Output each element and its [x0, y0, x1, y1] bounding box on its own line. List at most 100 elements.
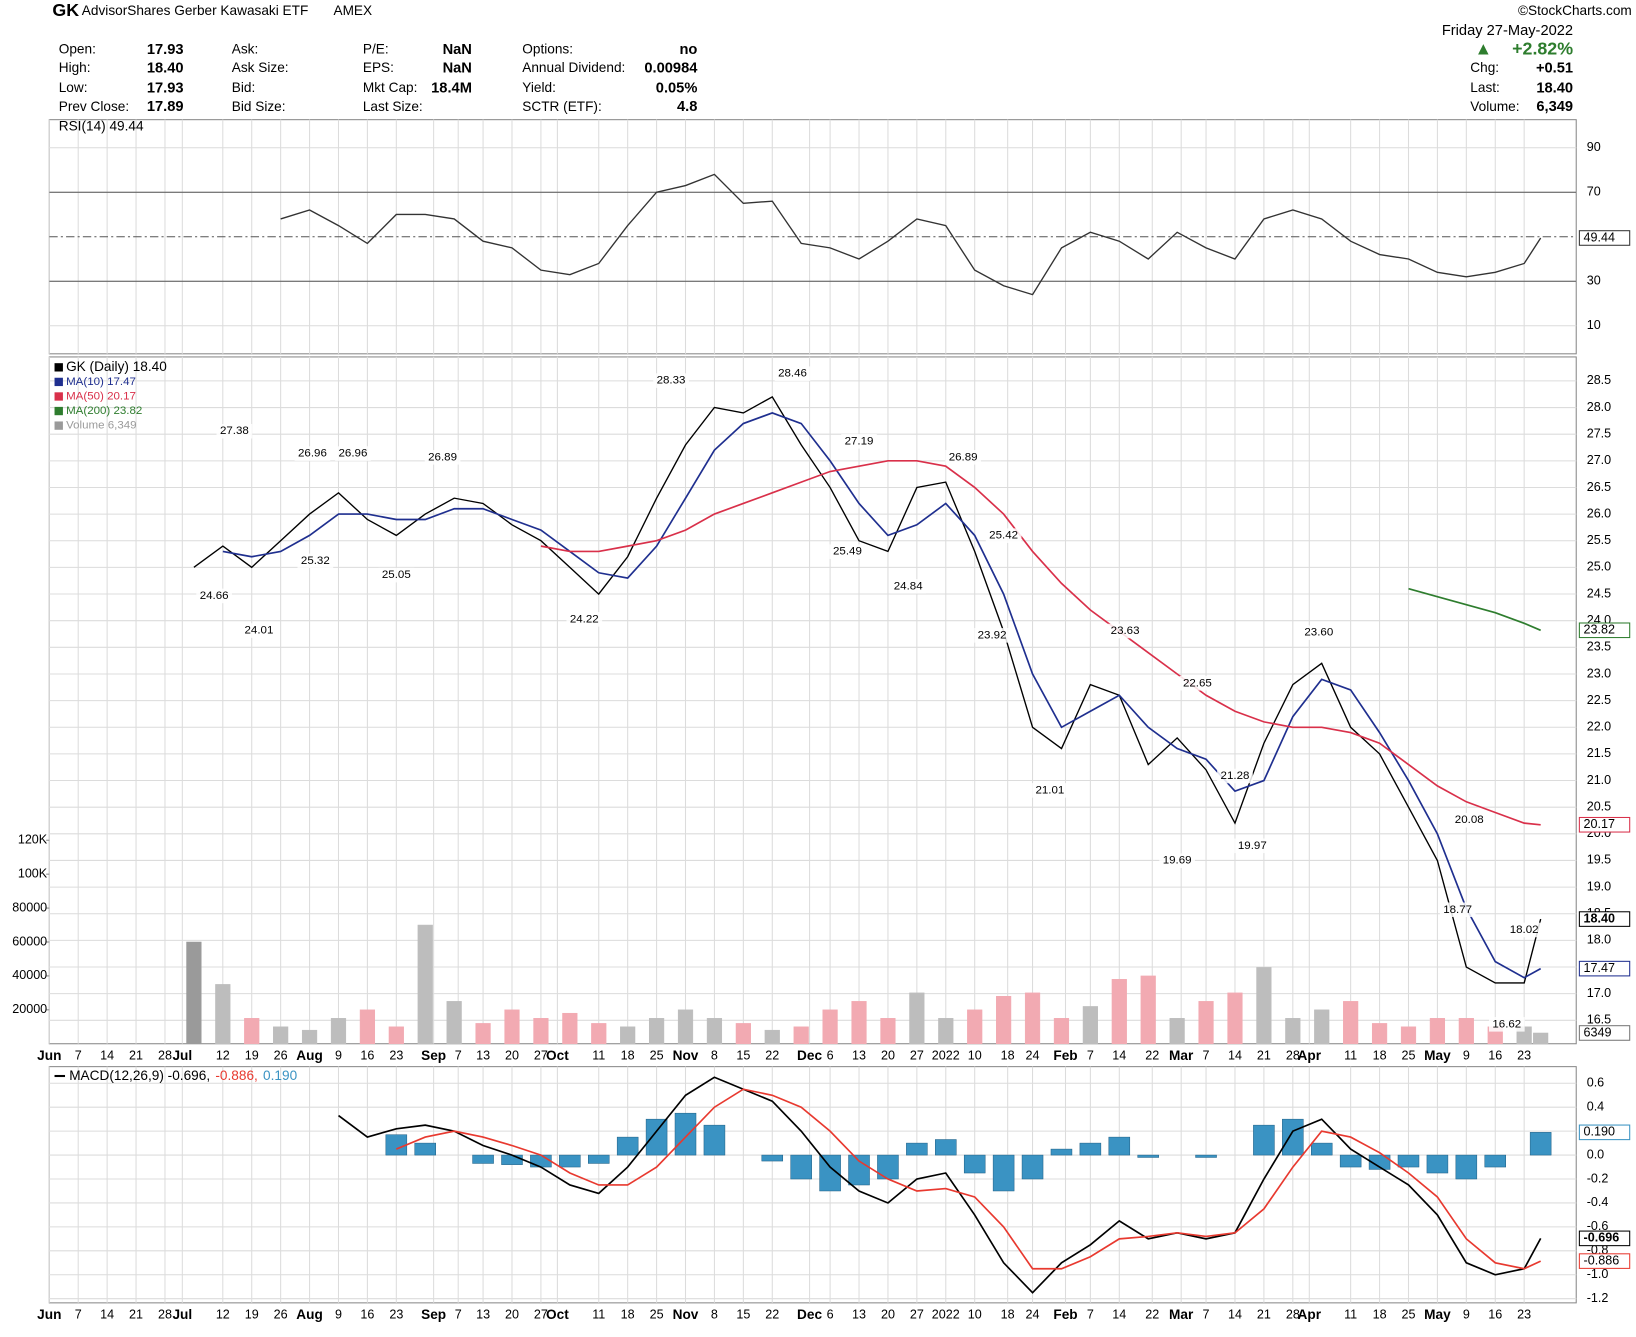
x-tick-label: 23 [389, 1049, 403, 1063]
x-tick-label: 27 [910, 1049, 924, 1063]
histogram-bar [1339, 1154, 1362, 1168]
y-tick-label: 21.5 [1587, 746, 1611, 760]
histogram-bar [848, 1154, 870, 1186]
x-tick-label: Apr [1298, 1307, 1322, 1322]
field-value: 18.4M [431, 80, 472, 96]
annotation-box [241, 623, 277, 638]
annotation: 21.01 [1035, 784, 1064, 796]
x-tick-label: 19 [245, 1049, 259, 1063]
annotation: 25.05 [382, 569, 411, 581]
field-label: P/E: [363, 42, 389, 57]
x-tick-label: 11 [1344, 1308, 1357, 1322]
legend-swatch [54, 392, 63, 401]
histogram-bar [674, 1112, 697, 1156]
volume-bar [244, 1018, 260, 1045]
x-tick-label: 7 [1203, 1308, 1210, 1322]
annotation: 26.89 [428, 451, 457, 463]
x-tick-label: 7 [1087, 1049, 1094, 1063]
histogram-bar [472, 1154, 494, 1164]
x-tick-label: 18 [1373, 1308, 1387, 1322]
y2-tick-label: 120K [18, 833, 48, 847]
x-tick-label: 20 [881, 1049, 895, 1063]
annotation-box [1488, 1017, 1525, 1032]
x-tick-label: 27 [910, 1308, 924, 1322]
volume-bar [591, 1023, 607, 1045]
volume-bar [215, 984, 231, 1045]
legend: MACD(12,26,9) -0.696, -0.886, 0.190 [69, 1068, 297, 1083]
volume-bar [880, 1018, 896, 1045]
legend-swatch [54, 421, 63, 430]
annotation-box [1301, 625, 1337, 640]
volume-bar [388, 1026, 404, 1045]
annotation: 18.02 [1510, 924, 1539, 936]
x-tick-label: 11 [592, 1049, 605, 1063]
y2-tick-label: 60000 [12, 934, 47, 948]
field-label: Bid: [232, 80, 255, 95]
y-tick-label: 27.5 [1587, 427, 1611, 441]
y-tick-label: 23.5 [1587, 640, 1611, 654]
y2-tick-label: 20000 [12, 1002, 47, 1016]
x-tick-label: 28 [1286, 1308, 1300, 1322]
volume-bar [1227, 992, 1243, 1045]
value-tag-label: 0.190 [1584, 1125, 1615, 1139]
x-tick-label: Aug [296, 1307, 323, 1322]
histogram-bar [1021, 1154, 1044, 1180]
value-tag [1578, 1124, 1631, 1141]
x-tick-label: Aug [296, 1048, 323, 1063]
series-line [222, 412, 1542, 979]
x-tick-label: May [1424, 1048, 1451, 1063]
y-tick-label: 90 [1587, 140, 1601, 154]
y-tick-label: 23.0 [1587, 666, 1611, 680]
x-tick-label: 18 [1001, 1308, 1015, 1322]
field-value: 18.40 [1536, 80, 1573, 96]
field-label: Ask Size: [232, 60, 289, 75]
x-tick-label: Mar [1169, 1048, 1194, 1063]
annotation: 25.32 [301, 555, 330, 567]
histogram-bar [414, 1142, 436, 1156]
field-label: Open: [59, 42, 96, 57]
y-tick-label: 0.4 [1587, 1100, 1605, 1114]
x-tick-label: Sep [421, 1048, 446, 1063]
annotation: 23.60 [1304, 627, 1333, 639]
y-tick-label: 28.5 [1587, 373, 1611, 387]
histogram-bar [1310, 1142, 1333, 1156]
x-tick-label: 23 [1517, 1308, 1531, 1322]
x-tick-label: 26 [274, 1049, 288, 1063]
histogram-bar [588, 1154, 610, 1164]
volume-bar [967, 1009, 983, 1045]
y-tick-label: 25.0 [1587, 560, 1611, 574]
annotation-box [1032, 783, 1068, 798]
x-tick-label: 27 [534, 1308, 548, 1322]
y-tick-label: 19.5 [1587, 853, 1611, 867]
field-value: 17.93 [147, 42, 184, 58]
y-tick-label: -1.2 [1587, 1291, 1609, 1305]
value-tag-label: -0.696 [1584, 1231, 1620, 1245]
field-label: Last Size: [363, 99, 423, 114]
y-tick-label: -0.4 [1587, 1195, 1609, 1209]
x-tick-label: 7 [75, 1308, 82, 1322]
histogram-bar [906, 1142, 928, 1156]
volume-bar [330, 1018, 347, 1045]
legend-label: GK (Daily) 18.40 [66, 359, 167, 374]
y-tick-label: 20.5 [1587, 800, 1611, 814]
histogram-bar [1282, 1118, 1304, 1156]
y-tick-label: 0.6 [1587, 1076, 1605, 1090]
x-tick-label: 7 [75, 1049, 82, 1063]
x-tick-label: 19 [245, 1308, 259, 1322]
x-tick-label: Nov [673, 1307, 699, 1322]
x-tick-label: 24 [1026, 1049, 1040, 1063]
change-arrow: ▲ [1474, 39, 1492, 59]
volume-bar [186, 941, 202, 1045]
y2-tick-label: 100K [18, 867, 48, 881]
histogram-bar [1108, 1136, 1131, 1156]
x-tick-label: Jun [37, 1307, 61, 1322]
legend-swatch [54, 406, 63, 416]
value-tag [1578, 960, 1631, 977]
volume-bar [533, 1018, 549, 1045]
x-tick-label: 11 [1344, 1049, 1357, 1063]
annotation-box [974, 628, 1010, 643]
x-tick-label: 18 [621, 1049, 635, 1063]
annotation: 28.33 [657, 375, 686, 387]
volume-bar [909, 992, 925, 1045]
legend-label: MA(200) 23.82 [66, 405, 142, 417]
